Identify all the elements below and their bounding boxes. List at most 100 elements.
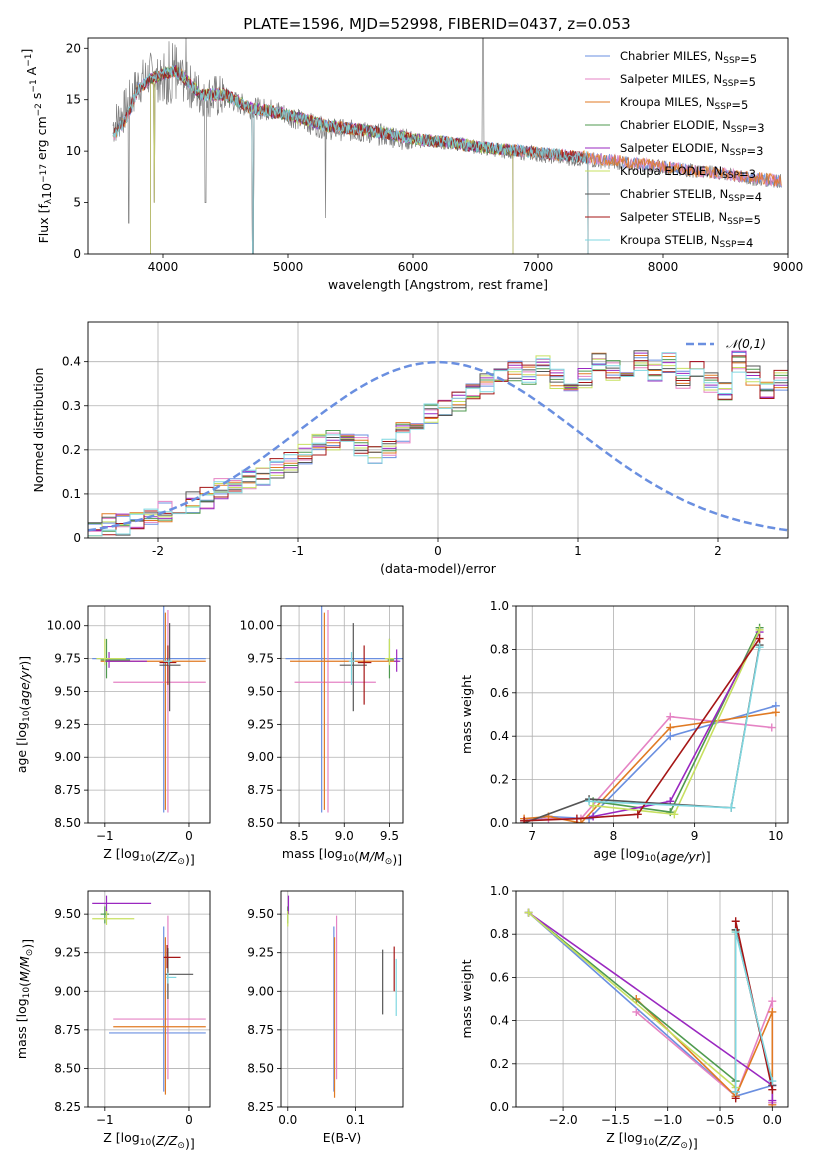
plot-area bbox=[516, 891, 788, 1107]
x-tick-label: 0.0 bbox=[763, 1113, 782, 1127]
x-axis-label: mass [log10(M/M⊙)] bbox=[282, 846, 402, 867]
axes-frame bbox=[87, 605, 211, 824]
y-tick-label: 8.75 bbox=[54, 783, 81, 797]
axes-frame bbox=[280, 605, 404, 824]
plus-marker bbox=[576, 819, 585, 823]
plus-marker bbox=[731, 917, 740, 926]
x-tick-label: −1.5 bbox=[601, 1113, 630, 1127]
legend-label: 𝒩(0,1) bbox=[726, 337, 766, 351]
x-tick-label: 8 bbox=[610, 829, 618, 843]
histogram-step-line bbox=[88, 352, 788, 538]
x-tick-label: −1.0 bbox=[653, 1113, 682, 1127]
y-tick-label: 20 bbox=[66, 41, 81, 55]
y-tick-label: 8.25 bbox=[247, 1100, 274, 1114]
legend-label: Chabrier MILES, NSSP=5 bbox=[620, 49, 757, 66]
plus-marker bbox=[589, 801, 598, 810]
x-tick-label: 0.0 bbox=[278, 1113, 297, 1127]
x-tick-label: 7000 bbox=[523, 260, 554, 274]
plus-marker bbox=[768, 1096, 777, 1105]
y-tick-label: 0.0 bbox=[490, 1100, 509, 1114]
y-tick-label: 0.8 bbox=[490, 642, 509, 656]
x-tick-label: 8.5 bbox=[290, 829, 309, 843]
series-line bbox=[523, 644, 761, 823]
x-tick-label: 8000 bbox=[648, 260, 679, 274]
y-tick-label: 1.0 bbox=[490, 599, 509, 613]
x-tick-label: 10 bbox=[768, 829, 783, 843]
x-tick-label: 0 bbox=[185, 1113, 193, 1127]
legend-label: Kroupa ELODIE, NSSP=3 bbox=[620, 164, 756, 181]
plot-area bbox=[88, 891, 210, 1107]
x-axis-label: E(B-V) bbox=[323, 1130, 362, 1145]
axes-frame bbox=[87, 321, 789, 539]
weight-metallicity-panel: −2.0 −1.5 −1.0 −0.5 0.0 0.0 0.2 0.4 0.6 0.8 1.0 Z [… bbox=[459, 884, 789, 1151]
x-axis-label: Z [log10(Z/Z⊙)] bbox=[103, 846, 194, 867]
legend-label: Kroupa MILES, NSSP=5 bbox=[620, 95, 748, 112]
y-tick-label: 9.25 bbox=[247, 946, 274, 960]
age-metallicity-panel: −1 0 8.50 8.75 9.00 9.25 9.50 9.75 10.00 Z [log10… bbox=[14, 605, 211, 867]
y-tick-label: 9.50 bbox=[247, 907, 274, 921]
y-tick-label: 8.25 bbox=[54, 1100, 81, 1114]
y-tick-label: 8.50 bbox=[247, 1061, 274, 1075]
y-tick-label: 1.0 bbox=[490, 884, 509, 898]
histogram-step-line bbox=[88, 352, 788, 538]
y-tick-label: 9.25 bbox=[54, 946, 81, 960]
x-tick-label: -1 bbox=[292, 544, 304, 558]
plus-marker bbox=[768, 1077, 777, 1086]
histogram-step-line bbox=[88, 350, 788, 538]
y-tick-label: 15 bbox=[66, 93, 81, 107]
plus-marker bbox=[666, 732, 675, 741]
y-tick-label: 0.8 bbox=[490, 927, 509, 941]
y-tick-label: 8.50 bbox=[54, 1061, 81, 1075]
y-tick-label: 10.00 bbox=[47, 619, 81, 633]
plus-marker bbox=[731, 928, 740, 937]
plot-area bbox=[112, 38, 782, 254]
y-tick-label: 0 bbox=[73, 531, 81, 545]
x-tick-label: −1 bbox=[96, 1113, 114, 1127]
y-tick-label: 10 bbox=[66, 144, 81, 158]
y-tick-label: 9.50 bbox=[247, 684, 274, 698]
plot-area bbox=[516, 606, 788, 823]
plus-marker bbox=[768, 997, 777, 1006]
axes-frame bbox=[515, 605, 789, 824]
x-tick-label: 7 bbox=[528, 829, 536, 843]
y-tick-label: 9.50 bbox=[54, 907, 81, 921]
plus-marker bbox=[520, 816, 529, 823]
axes-frame bbox=[515, 890, 789, 1108]
mass-ebv-panel: 0.0 0.1 8.25 8.50 8.75 9.00 9.25 9.50 E(B-V) bbox=[247, 890, 404, 1145]
y-tick-label: 0.4 bbox=[62, 355, 81, 369]
x-axis-label: (data-model)/error bbox=[380, 561, 497, 576]
plus-marker bbox=[666, 808, 675, 817]
plus-marker bbox=[666, 712, 675, 721]
y-tick-label: 0.6 bbox=[490, 686, 509, 700]
x-tick-label: 0 bbox=[185, 829, 193, 843]
plus-marker bbox=[666, 723, 675, 732]
legend-label: Salpeter STELIB, NSSP=5 bbox=[620, 210, 761, 227]
y-tick-label: 0.2 bbox=[490, 1057, 509, 1071]
x-tick-label: 0.1 bbox=[346, 1113, 365, 1127]
plus-marker bbox=[767, 723, 776, 732]
plus-marker bbox=[755, 625, 764, 634]
x-tick-label: -2 bbox=[152, 544, 164, 558]
x-axis-label: Z [log10(Z/Z⊙)] bbox=[606, 1130, 697, 1151]
plus-marker bbox=[771, 708, 780, 717]
x-tick-label: 2 bbox=[714, 544, 722, 558]
plot-area bbox=[281, 606, 403, 823]
y-axis-label: Normed distribution bbox=[31, 368, 46, 493]
y-tick-label: 9.00 bbox=[54, 984, 81, 998]
x-tick-label: 6000 bbox=[398, 260, 429, 274]
y-tick-label: 9.75 bbox=[54, 652, 81, 666]
x-axis-label: age [log10(age/yr)] bbox=[593, 846, 710, 864]
y-tick-label: 9.00 bbox=[247, 750, 274, 764]
x-axis-label: wavelength [Angstrom, rest frame] bbox=[328, 277, 548, 292]
plus-marker bbox=[585, 797, 594, 806]
plot-area bbox=[88, 322, 788, 538]
y-axis-label: mass [log10(M/M⊙)] bbox=[14, 939, 35, 1059]
y-tick-label: 10.00 bbox=[240, 619, 274, 633]
axes-frame bbox=[87, 37, 789, 255]
histogram-step-line bbox=[88, 356, 788, 538]
plus-marker bbox=[524, 908, 533, 917]
plus-marker bbox=[755, 634, 764, 643]
y-tick-label: 0.3 bbox=[62, 399, 81, 413]
y-tick-label: 9.75 bbox=[247, 652, 274, 666]
